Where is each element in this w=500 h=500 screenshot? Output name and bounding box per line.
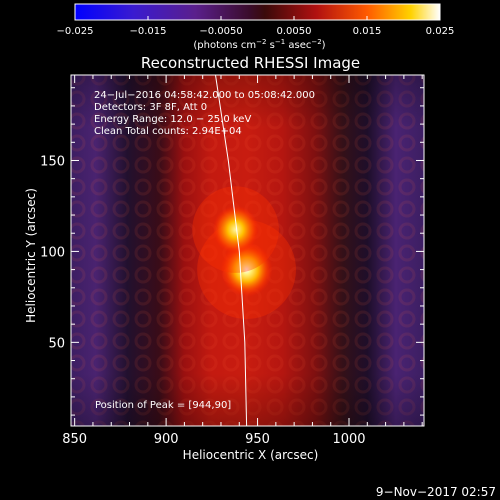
units-main: (photons cm bbox=[193, 40, 256, 51]
plot-frame bbox=[70, 74, 425, 427]
colorbar-tick-label: 0.025 bbox=[426, 26, 455, 37]
x-tick-label: 900 bbox=[154, 432, 179, 447]
colorbar-tick-label: 0.015 bbox=[353, 26, 382, 37]
y-tick-label: 100 bbox=[40, 245, 65, 260]
x-tick-label: 1000 bbox=[332, 432, 365, 447]
units-end: ) bbox=[322, 40, 326, 51]
flare-sources bbox=[192, 186, 296, 319]
x-tick-label: 950 bbox=[245, 432, 270, 447]
x-tick-label: 850 bbox=[62, 432, 87, 447]
colorbar: −0.025 −0.015 −0.0050 0.0050 0.015 0.025 (pho… bbox=[56, 3, 454, 51]
y-axis-ticks: 50 100 150 bbox=[40, 87, 424, 416]
colorbar-tick-label: −0.025 bbox=[56, 26, 93, 37]
chart-title: Reconstructed RHESSI Image bbox=[141, 54, 360, 72]
units-sup-1: −2 bbox=[256, 38, 266, 46]
units-mid-1: s bbox=[266, 40, 274, 51]
annotation-peak-position: Position of Peak = [944,90] bbox=[95, 400, 231, 411]
annotation-energy-range: Energy Range: 12.0 − 25.0 keV bbox=[94, 114, 251, 125]
y-tick-label: 50 bbox=[48, 336, 65, 351]
flare-source bbox=[212, 205, 259, 254]
x-axis-ticks: 850 900 950 1000 bbox=[62, 75, 423, 447]
colorbar-units: (photons cm−2 s−1 asec−2) bbox=[193, 38, 325, 51]
flare-source bbox=[220, 242, 273, 297]
annotation-clean-counts: Clean Total counts: 2.94E+04 bbox=[94, 126, 242, 137]
x-axis-label: Heliocentric X (arcsec) bbox=[183, 448, 319, 462]
image-annotations: 24−Jul−2016 04:58:42.000 to 05:08:42.000… bbox=[94, 90, 315, 411]
units-sup-2: −1 bbox=[275, 38, 285, 46]
units-sup-3: −2 bbox=[311, 38, 321, 46]
annotation-detectors: Detectors: 3F 8F, Att 0 bbox=[94, 102, 207, 113]
footer-date: 9−Nov−2017 02:57 bbox=[376, 485, 496, 499]
colorbar-tick-label: 0.0050 bbox=[277, 26, 312, 37]
units-mid-2: asec bbox=[285, 40, 311, 51]
solar-limb-curve bbox=[215, 75, 248, 426]
y-tick-label: 150 bbox=[40, 154, 65, 169]
colorbar-ticks: −0.025 −0.015 −0.0050 0.0050 0.015 0.025 bbox=[56, 16, 454, 37]
colorbar-gradient bbox=[74, 3, 441, 21]
y-axis-label: Heliocentric Y (arcsec) bbox=[24, 188, 38, 323]
annotation-time-range: 24−Jul−2016 04:58:42.000 to 05:08:42.000 bbox=[94, 90, 315, 101]
heatmap-image bbox=[71, 75, 424, 426]
colorbar-tick-label: −0.015 bbox=[129, 26, 166, 37]
colorbar-tick-label: −0.0050 bbox=[199, 26, 242, 37]
